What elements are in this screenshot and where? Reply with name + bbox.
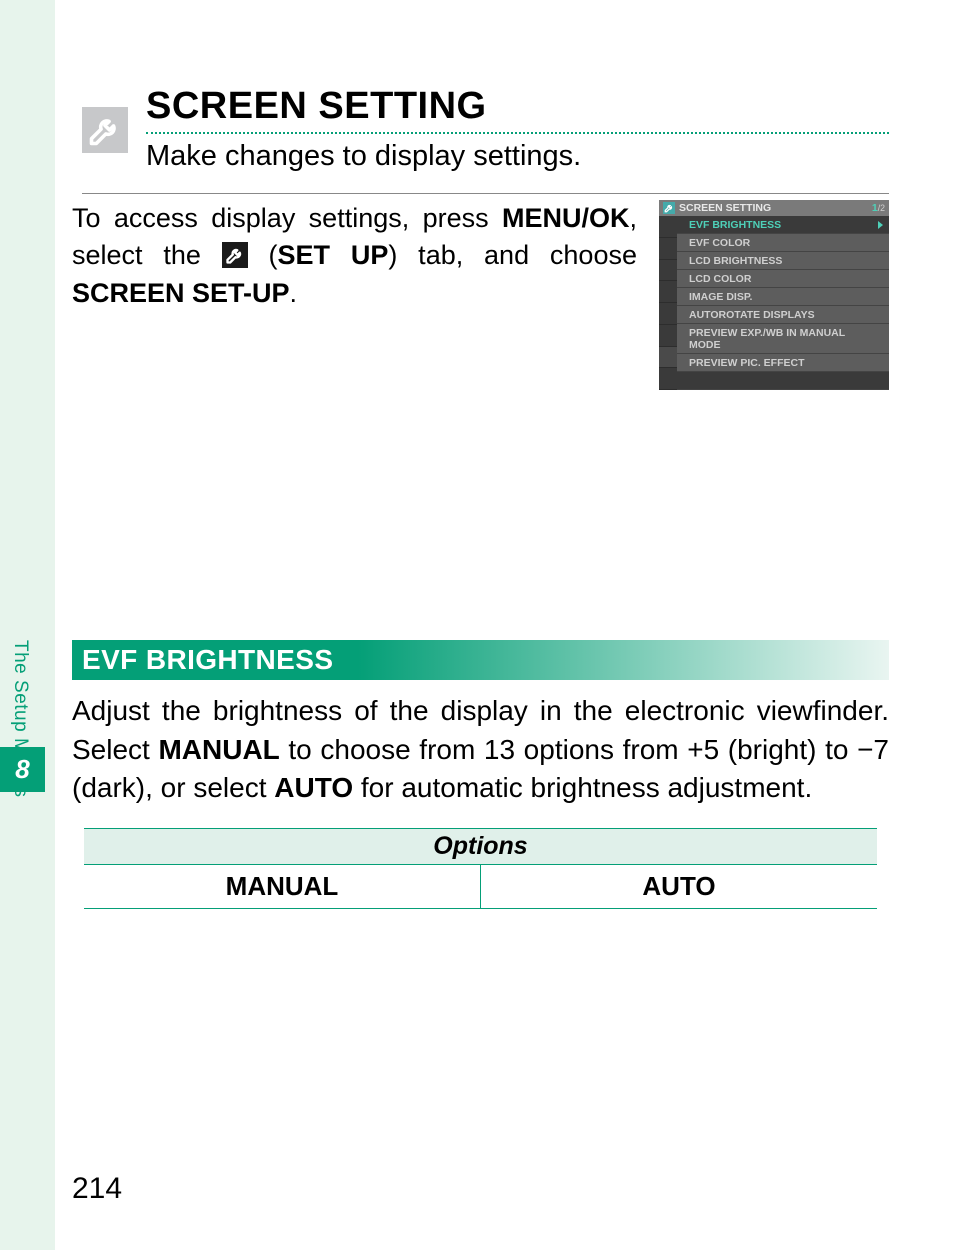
options-header: Options (84, 828, 877, 865)
lcd-page-indicator: 1/2 (872, 202, 885, 214)
lcd-row: AUTOROTATE DISPLAYS (677, 306, 889, 324)
lcd-row (677, 372, 889, 390)
inline-wrench-icon (222, 242, 248, 268)
page-title: SCREEN SETTING (146, 85, 889, 128)
options-row: MANUAL AUTO (84, 865, 877, 909)
option-cell-manual: MANUAL (84, 865, 481, 908)
lcd-title-text: SCREEN SETTING (679, 202, 771, 214)
section-heading: EVF BRIGHTNESS (72, 640, 889, 680)
lcd-sidebar (659, 216, 677, 390)
lcd-rows: EVF BRIGHTNESSEVF COLORLCD BRIGHTNESSLCD… (677, 216, 889, 390)
intro-paragraph: To access display settings, press MENU/O… (72, 200, 637, 312)
lcd-wrench-icon (663, 202, 675, 214)
lcd-row: PREVIEW PIC. EFFECT (677, 354, 889, 372)
option-cell-auto: AUTO (481, 865, 877, 908)
lcd-title-bar: SCREEN SETTING 1/2 (659, 200, 889, 216)
heading-block: SCREEN SETTING Make changes to display s… (82, 85, 889, 194)
left-strip (0, 0, 55, 1250)
lcd-row: LCD BRIGHTNESS (677, 252, 889, 270)
page-number: 214 (72, 1172, 122, 1206)
section-body: Adjust the brightness of the display in … (72, 692, 889, 808)
lcd-row: EVF BRIGHTNESS (677, 216, 889, 234)
options-table: Options MANUAL AUTO (84, 828, 877, 909)
lcd-row: PREVIEW EXP./WB IN MANUAL MODE (677, 324, 889, 354)
chevron-right-icon (878, 221, 883, 229)
lcd-mock: SCREEN SETTING 1/2 EVF BRIGHTNESSEVF COL… (659, 200, 889, 390)
lcd-row: IMAGE DISP. (677, 288, 889, 306)
dotted-rule (146, 132, 889, 134)
chapter-badge: 8 (0, 747, 45, 792)
lcd-row: EVF COLOR (677, 234, 889, 252)
heading-rule (82, 193, 889, 194)
page-subtitle: Make changes to display settings. (146, 140, 889, 173)
wrench-icon (82, 107, 128, 153)
lcd-row: LCD COLOR (677, 270, 889, 288)
